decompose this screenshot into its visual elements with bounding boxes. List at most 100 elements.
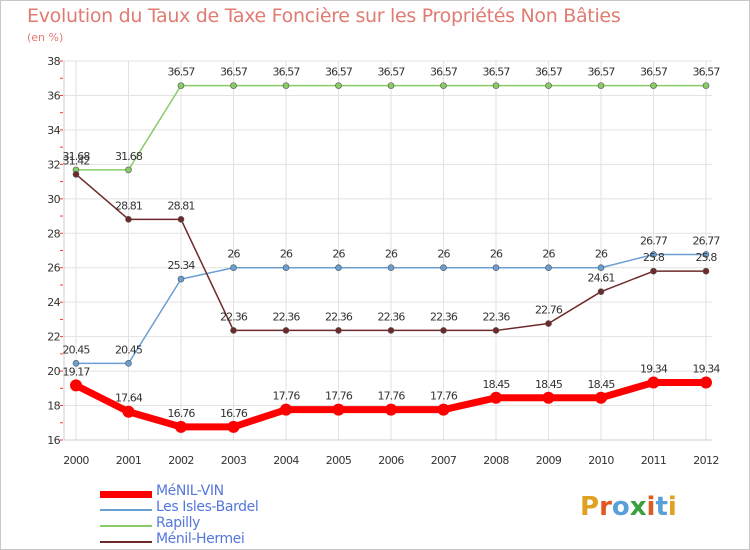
- data-label: 24.61: [588, 272, 615, 285]
- data-point: [72, 360, 80, 367]
- logo-letter: i: [667, 492, 677, 522]
- y-tick-label: 18: [47, 400, 60, 413]
- x-tick-label: 2004: [273, 454, 299, 467]
- data-point: [595, 391, 607, 404]
- data-label: 18.45: [588, 378, 616, 391]
- data-label: 20.45: [63, 343, 91, 356]
- data-label: 19.17: [63, 365, 91, 378]
- data-point: [545, 264, 552, 272]
- data-point: [597, 288, 605, 295]
- data-point: [282, 327, 290, 334]
- x-tick-label: 2005: [326, 454, 352, 467]
- y-tick-label: 36: [47, 89, 60, 102]
- data-point: [492, 82, 500, 89]
- data-point: [385, 403, 397, 416]
- data-label: 31.68: [63, 150, 91, 163]
- data-point: [125, 166, 132, 174]
- x-tick-label: 2012: [693, 454, 719, 467]
- data-point: [280, 403, 292, 416]
- data-label: 31.68: [115, 150, 143, 163]
- legend-swatch: [100, 541, 152, 543]
- x-tick-label: 2010: [588, 454, 614, 467]
- logo-letter: o: [611, 492, 630, 522]
- data-label: 25.34: [168, 259, 196, 272]
- data-label: 17.76: [325, 390, 353, 403]
- data-point: [230, 264, 237, 272]
- data-point: [177, 82, 185, 89]
- x-tick-label: 2003: [221, 454, 247, 467]
- data-point: [440, 327, 447, 334]
- data-label: 36.57: [693, 66, 721, 79]
- data-label: 36.57: [640, 66, 668, 79]
- data-label: 25.8: [696, 251, 718, 264]
- chart-title: Evolution du Taux de Taxe Foncière sur l…: [27, 5, 621, 27]
- data-label: 26.77: [640, 234, 668, 247]
- x-tick-label: 2000: [63, 454, 89, 467]
- data-label: 22.36: [378, 310, 406, 323]
- data-point: [597, 82, 605, 89]
- x-tick-label: 2008: [483, 454, 509, 467]
- data-label: 22.36: [325, 310, 353, 323]
- data-point: [72, 171, 80, 178]
- legend-label: Rapilly: [156, 515, 201, 531]
- data-label: 26.77: [693, 234, 721, 247]
- data-point: [545, 320, 552, 327]
- data-point: [700, 376, 712, 389]
- data-label: 17.76: [430, 390, 458, 403]
- y-tick-label: 30: [47, 193, 60, 206]
- data-point: [387, 82, 395, 89]
- data-point: [175, 420, 187, 433]
- data-point: [125, 216, 132, 223]
- data-label: 22.76: [535, 304, 563, 317]
- logo-letter: x: [629, 492, 647, 522]
- data-point: [437, 403, 450, 416]
- x-tick-label: 2009: [536, 454, 562, 467]
- data-point: [440, 264, 447, 272]
- data-label: 18.45: [535, 378, 563, 391]
- x-tick-label: 2006: [378, 454, 404, 467]
- logo-letter: r: [599, 492, 612, 522]
- data-label: 28.81: [168, 199, 195, 212]
- data-label: 17.76: [378, 390, 406, 403]
- y-tick-label: 20: [47, 365, 60, 378]
- line-chart: 16 18 20 22 24 26 28 30 32 34 36 38 2000 2001 2002 2003…: [47, 55, 721, 467]
- data-point: [542, 391, 555, 404]
- data-point: [230, 327, 237, 334]
- data-point: [70, 379, 82, 392]
- data-label: 16.76: [220, 407, 248, 420]
- data-label: 22.36: [430, 310, 458, 323]
- y-tick-label: 28: [47, 227, 60, 240]
- data-point: [650, 251, 657, 258]
- legend-label: MéNIL-VIN: [156, 483, 224, 499]
- y-tick-label: 38: [47, 55, 60, 68]
- data-label: 16.76: [168, 407, 196, 420]
- data-point: [702, 251, 710, 258]
- logo-letter: P: [580, 492, 600, 522]
- data-label: 26: [437, 248, 450, 261]
- data-point: [387, 264, 395, 272]
- data-label: 25.8: [643, 251, 665, 264]
- legend-swatch: [100, 525, 152, 527]
- data-point: [650, 82, 657, 89]
- data-label: 36.57: [220, 66, 248, 79]
- data-label: 36.57: [483, 66, 511, 79]
- data-label: 36.57: [273, 66, 301, 79]
- y-tick-label: 26: [47, 262, 60, 275]
- data-label: 36.57: [588, 66, 616, 79]
- data-label: 31.42: [63, 154, 90, 167]
- logo-letter: t: [655, 492, 668, 522]
- data-label: 36.57: [535, 66, 563, 79]
- data-label: 19.34: [640, 362, 668, 375]
- data-label: 26: [332, 248, 345, 261]
- data-point: [227, 420, 240, 433]
- data-label: 26: [490, 248, 503, 261]
- y-tick-label: 32: [47, 158, 60, 171]
- data-point: [335, 82, 342, 89]
- data-point: [177, 275, 185, 283]
- data-point: [545, 82, 552, 89]
- x-tick-label: 2011: [641, 454, 667, 467]
- data-point: [282, 82, 290, 89]
- x-tick-label: 2007: [431, 454, 457, 467]
- data-label: 19.34: [693, 362, 721, 375]
- data-label: 26: [227, 248, 240, 261]
